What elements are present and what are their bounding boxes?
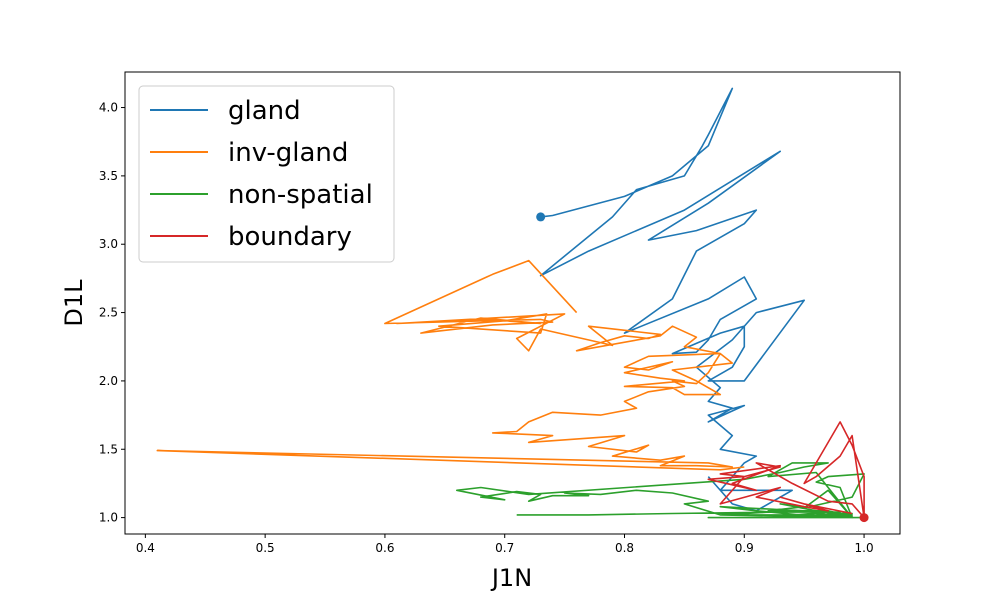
y-tick-label: 1.0 <box>99 511 118 525</box>
legend-box <box>138 85 395 263</box>
series-lines <box>156 87 865 519</box>
x-tick-label: 0.4 <box>136 541 155 555</box>
y-tick-label: 1.5 <box>99 442 118 456</box>
legend-label-boundary: boundary <box>228 222 352 252</box>
x-tick-label: 0.5 <box>256 541 275 555</box>
plot-frame <box>124 71 901 535</box>
series-start-marker-boundary <box>859 513 869 523</box>
series-line-boundary <box>707 421 865 519</box>
x-tick-label: 0.9 <box>735 541 754 555</box>
legend-label-inv-gland: inv-gland <box>228 138 348 168</box>
x-tick-label: 0.8 <box>615 541 634 555</box>
x-tick-label: 0.6 <box>375 541 394 555</box>
y-tick-label: 3.5 <box>99 169 118 183</box>
x-axis-label: J1N <box>490 564 532 592</box>
y-tick-label: 4.0 <box>99 101 118 115</box>
series-line-gland <box>539 87 806 512</box>
series-line-non-spatial <box>455 462 865 519</box>
x-tick-label: 0.7 <box>495 541 514 555</box>
y-tick-label: 2.5 <box>99 306 118 320</box>
y-axis-label: D1L <box>60 279 88 327</box>
series-start-marker-gland <box>536 212 546 222</box>
x-tick-label: 1.0 <box>855 541 874 555</box>
series-markers <box>536 212 869 523</box>
legend-label-gland: gland <box>228 96 301 126</box>
y-tick-label: 3.0 <box>99 237 118 251</box>
legend-label-non-spatial: non-spatial <box>228 180 373 210</box>
series-line-inv-gland <box>156 259 745 471</box>
legend: gland inv-gland non-spatial boundary <box>138 85 395 263</box>
y-tick-label: 2.0 <box>99 374 118 388</box>
x-axis-ticks: 0.4 0.5 0.6 0.7 0.8 0.9 1.0 <box>136 534 874 555</box>
y-axis-ticks: 1.0 1.5 2.0 2.5 3.0 3.5 4.0 <box>99 101 125 525</box>
